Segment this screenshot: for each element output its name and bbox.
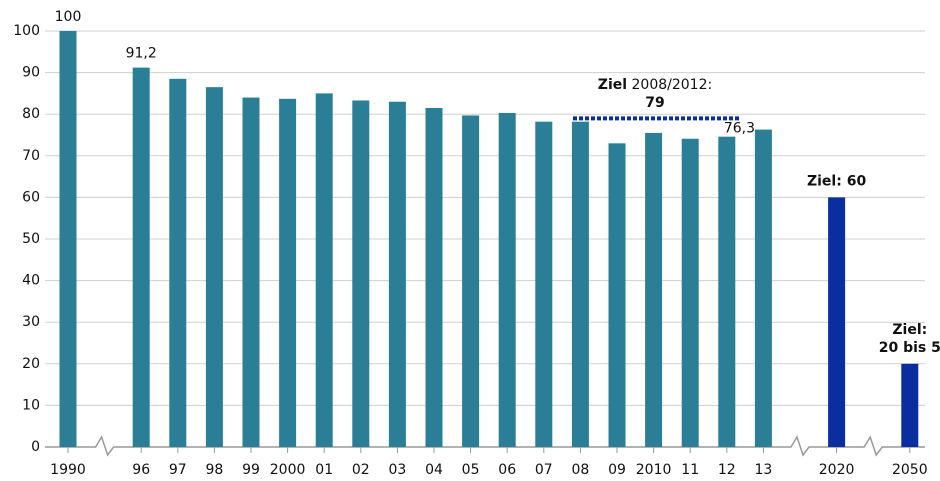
bar [535, 121, 553, 448]
bar [352, 100, 370, 448]
y-tick-label: 60 [22, 189, 40, 205]
target-label-bold: Ziel [598, 77, 627, 93]
x-tick-label: 01 [315, 462, 333, 478]
annotation: 20 bis 5 [879, 340, 940, 356]
annotation: Ziel: [892, 322, 927, 338]
bar [169, 78, 187, 447]
bar [571, 121, 589, 448]
bar [681, 138, 699, 447]
x-tick-label: 2010 [636, 462, 672, 478]
x-tick-label: 98 [205, 462, 223, 478]
x-tick-label: 97 [169, 462, 187, 478]
x-tick-label: 11 [681, 462, 699, 478]
x-tick-label: 07 [535, 462, 553, 478]
x-tick-label: 2020 [819, 462, 855, 478]
bar [388, 101, 406, 447]
x-tick-label: 03 [388, 462, 406, 478]
bar [132, 67, 150, 447]
x-tick-label: 99 [242, 462, 260, 478]
bar [425, 107, 443, 448]
y-tick-label: 80 [22, 106, 40, 122]
x-tick-label: 09 [608, 462, 626, 478]
x-tick-label: 08 [571, 462, 589, 478]
value-label: 76,3 [724, 121, 755, 137]
bar [754, 129, 772, 448]
x-tick-label: 06 [498, 462, 516, 478]
bar [718, 136, 736, 447]
bar [242, 97, 260, 447]
y-tick-label: 10 [22, 397, 40, 413]
bar [498, 112, 516, 448]
target-label-rest: 2008/2012: [632, 77, 713, 93]
bar [279, 98, 297, 448]
x-tick-label: 2050 [892, 462, 928, 478]
x-tick-label: 12 [718, 462, 736, 478]
bar [645, 132, 663, 448]
y-tick-label: 30 [22, 314, 40, 330]
bar [315, 93, 333, 448]
y-tick-label: 0 [31, 439, 40, 455]
x-tick-label: 02 [352, 462, 370, 478]
bar [59, 31, 77, 447]
x-tick-label: 13 [754, 462, 772, 478]
value-label: 91,2 [126, 46, 157, 62]
y-tick-label: 20 [22, 356, 40, 372]
x-tick-label: 1990 [50, 462, 86, 478]
x-axis [45, 435, 925, 457]
y-tick-label: 70 [22, 148, 40, 164]
y-tick-label: 90 [22, 65, 40, 81]
x-tick-label: 04 [425, 462, 443, 478]
y-tick-label: 50 [22, 231, 40, 247]
bar [901, 363, 919, 447]
bar [828, 197, 846, 447]
x-tick-label: 2000 [270, 462, 306, 478]
value-label: 100 [55, 9, 82, 25]
bar [205, 87, 223, 447]
target-label: Ziel 2008/2012: [598, 77, 712, 93]
annotation: Ziel: 60 [807, 173, 866, 189]
x-tick-label: 05 [462, 462, 480, 478]
y-tick-label: 40 [22, 273, 40, 289]
y-tick-label: 100 [13, 23, 40, 39]
target-value-label: 79 [645, 95, 664, 111]
x-tick-label: 96 [132, 462, 150, 478]
bar [462, 115, 480, 447]
bar [608, 143, 626, 447]
